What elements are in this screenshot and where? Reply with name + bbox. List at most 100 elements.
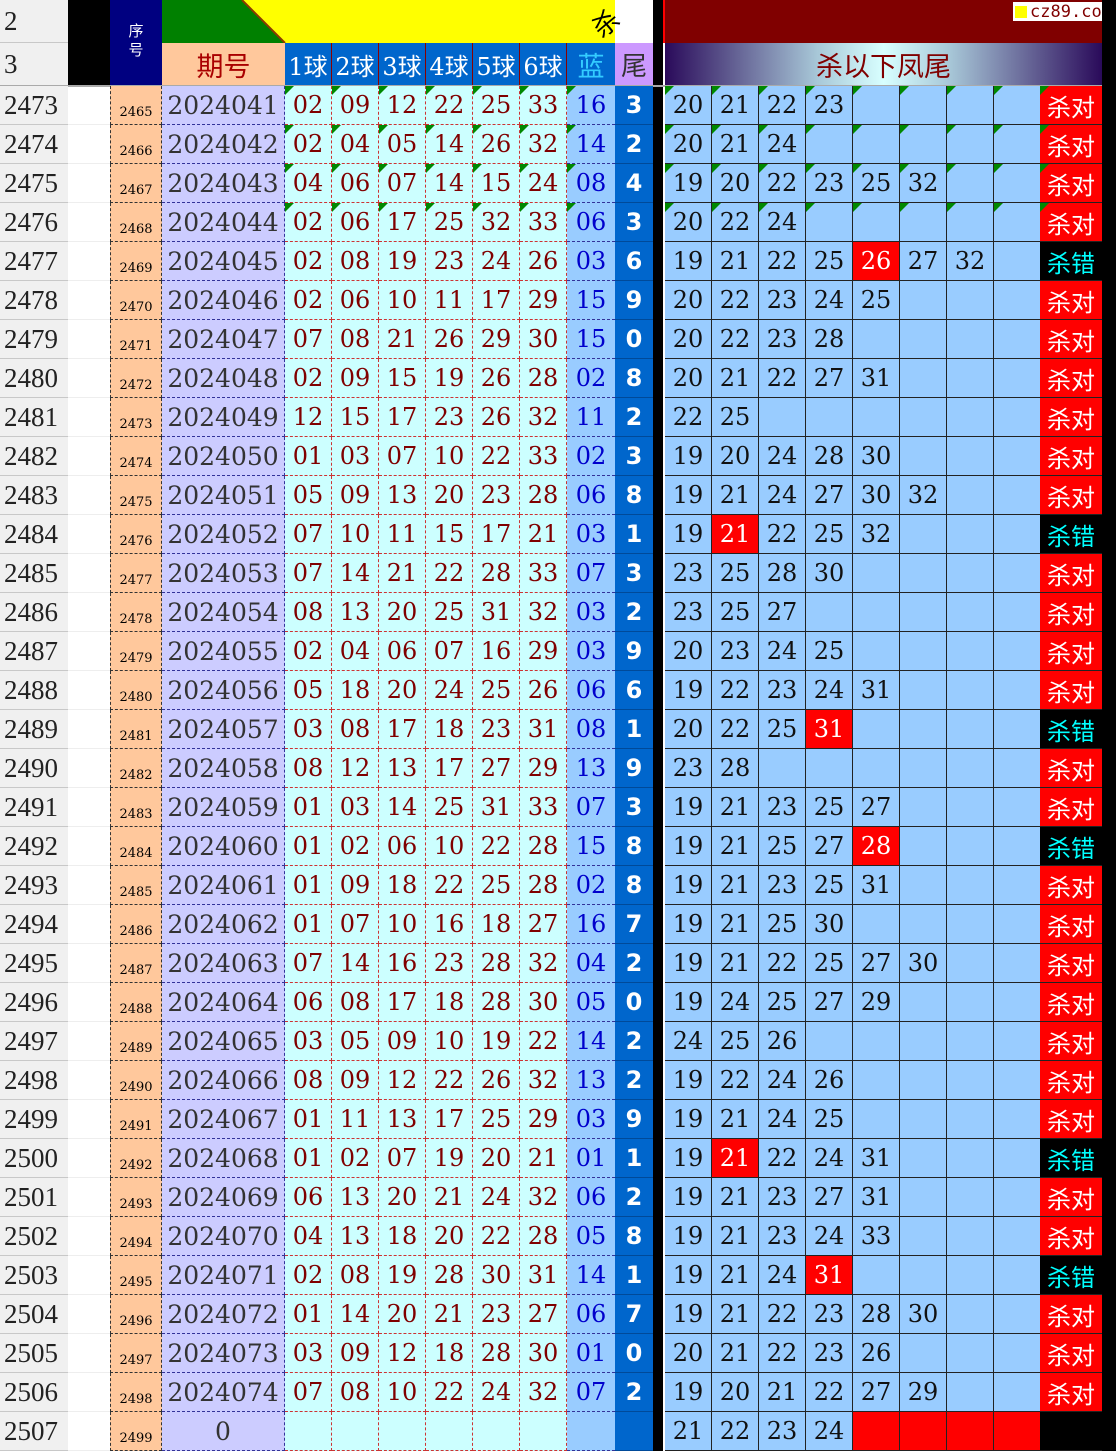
kill-number[interactable] [947, 476, 994, 515]
ball-number[interactable]: 02 [332, 827, 379, 866]
tail-digit[interactable]: 4 [615, 164, 653, 203]
row-header[interactable]: 2503 [0, 1256, 68, 1295]
row-header[interactable]: 2493 [0, 866, 68, 905]
result-badge[interactable]: 杀对 [1040, 944, 1102, 983]
ball-number[interactable]: 17 [473, 515, 520, 554]
ball-number[interactable]: 23 [426, 242, 473, 281]
kill-number[interactable]: 32 [853, 515, 900, 554]
row-header[interactable]: 2478 [0, 281, 68, 320]
blue-number[interactable]: 03 [567, 515, 615, 554]
kill-number[interactable]: 24 [806, 281, 853, 320]
kill-number[interactable]: 19 [665, 1295, 712, 1334]
kill-number[interactable]: 23 [806, 1334, 853, 1373]
tail-digit[interactable]: 3 [615, 437, 653, 476]
ball-number[interactable]: 28 [520, 1217, 567, 1256]
kill-number[interactable]: 25 [806, 944, 853, 983]
ball-number[interactable]: 07 [285, 515, 332, 554]
kill-number[interactable] [947, 593, 994, 632]
ball-number[interactable]: 23 [473, 476, 520, 515]
kill-number[interactable]: 21 [712, 242, 759, 281]
kill-number[interactable] [900, 1334, 947, 1373]
row-header[interactable]: 2490 [0, 749, 68, 788]
ball-number[interactable]: 26 [473, 125, 520, 164]
result-badge[interactable]: 杀对 [1040, 671, 1102, 710]
kill-number[interactable] [994, 827, 1041, 866]
ball-number[interactable]: 21 [379, 554, 426, 593]
kill-number[interactable]: 23 [806, 1295, 853, 1334]
kill-number[interactable] [994, 398, 1041, 437]
blue-number[interactable]: 06 [567, 476, 615, 515]
ball-number[interactable]: 17 [426, 749, 473, 788]
kill-number[interactable]: 22 [759, 1334, 806, 1373]
kill-number[interactable]: 22 [759, 944, 806, 983]
kill-number[interactable]: 24 [759, 125, 806, 164]
ball-number[interactable]: 12 [285, 398, 332, 437]
kill-number[interactable] [994, 1061, 1041, 1100]
ball-number[interactable]: 04 [285, 1217, 332, 1256]
kill-number[interactable] [900, 827, 947, 866]
ball-number[interactable]: 25 [426, 593, 473, 632]
empty-cell[interactable] [68, 866, 110, 905]
ball-number[interactable]: 02 [285, 203, 332, 242]
kill-number[interactable] [900, 593, 947, 632]
kill-number[interactable]: 22 [759, 515, 806, 554]
kill-number[interactable]: 21 [712, 1334, 759, 1373]
ball-number[interactable]: 08 [332, 1256, 379, 1295]
row-header[interactable]: 2481 [0, 398, 68, 437]
kill-number[interactable]: 27 [853, 1373, 900, 1412]
empty-cell[interactable] [68, 1139, 110, 1178]
ball-number[interactable]: 02 [285, 281, 332, 320]
ball-number[interactable]: 01 [285, 827, 332, 866]
ball-number[interactable]: 32 [520, 944, 567, 983]
seq-number[interactable]: 2472 [110, 359, 162, 398]
period[interactable]: 2024054 [162, 593, 285, 632]
ball-number[interactable]: 06 [332, 203, 379, 242]
kill-number[interactable] [806, 125, 853, 164]
kill-number[interactable] [900, 905, 947, 944]
tail-digit[interactable]: 8 [615, 359, 653, 398]
tail-digit[interactable]: 8 [615, 866, 653, 905]
kill-number-hit[interactable]: 26 [853, 242, 900, 281]
kill-number[interactable]: 23 [806, 86, 853, 125]
kill-number[interactable]: 25 [853, 164, 900, 203]
empty-cell[interactable] [68, 554, 110, 593]
kill-number[interactable] [853, 554, 900, 593]
ball-number[interactable]: 16 [426, 905, 473, 944]
kill-number[interactable]: 22 [665, 398, 712, 437]
row-header[interactable]: 2494 [0, 905, 68, 944]
kill-number[interactable] [900, 1256, 947, 1295]
ball-number[interactable]: 31 [520, 1256, 567, 1295]
kill-number[interactable]: 22 [759, 1139, 806, 1178]
seq-number[interactable]: 2494 [110, 1217, 162, 1256]
blue-number[interactable]: 14 [567, 1022, 615, 1061]
seq-number[interactable]: 2484 [110, 827, 162, 866]
kill-number[interactable] [947, 710, 994, 749]
period[interactable]: 2024046 [162, 281, 285, 320]
ball-number[interactable]: 15 [426, 515, 473, 554]
tail-digit[interactable]: 1 [615, 1139, 653, 1178]
ball-number[interactable]: 20 [379, 1178, 426, 1217]
ball-number[interactable]: 19 [473, 1022, 520, 1061]
kill-number[interactable]: 22 [712, 1061, 759, 1100]
period[interactable]: 2024043 [162, 164, 285, 203]
ball-number[interactable]: 04 [285, 164, 332, 203]
kill-number[interactable]: 25 [759, 905, 806, 944]
blue-number[interactable]: 05 [567, 983, 615, 1022]
row-header[interactable]: 2483 [0, 476, 68, 515]
kill-number[interactable]: 25 [712, 398, 759, 437]
blue-number[interactable]: 01 [567, 1139, 615, 1178]
tail-digit[interactable]: 2 [615, 398, 653, 437]
kill-number[interactable] [994, 554, 1041, 593]
tail-digit[interactable] [615, 1412, 653, 1451]
ball-number[interactable]: 12 [379, 86, 426, 125]
kill-number[interactable] [853, 905, 900, 944]
row-header[interactable]: 2489 [0, 710, 68, 749]
kill-number[interactable]: 24 [759, 1256, 806, 1295]
kill-number[interactable]: 28 [806, 320, 853, 359]
empty-cell[interactable] [68, 1022, 110, 1061]
seq-number[interactable]: 2496 [110, 1295, 162, 1334]
ball-number[interactable]: 08 [332, 1373, 379, 1412]
seq-number[interactable]: 2469 [110, 242, 162, 281]
kill-number[interactable]: 21 [712, 359, 759, 398]
ball-number[interactable]: 01 [285, 1139, 332, 1178]
